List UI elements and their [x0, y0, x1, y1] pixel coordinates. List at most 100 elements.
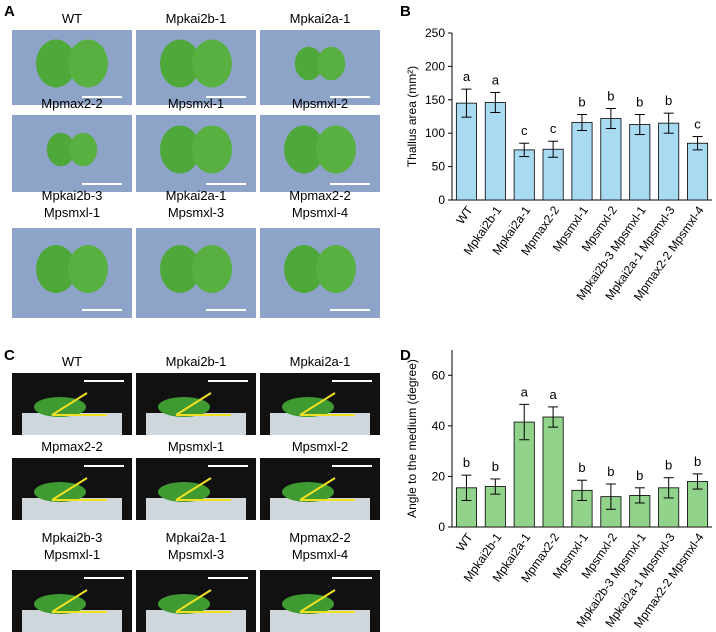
medium: [146, 498, 246, 520]
angle: [51, 392, 107, 416]
photo-caption: Mpsmxl-4: [292, 547, 348, 562]
medium: [146, 413, 246, 435]
photo-caption: Mpsmxl-3: [168, 205, 224, 220]
thallus: [316, 245, 356, 293]
y-tick-label: 50: [432, 160, 446, 174]
angle: [299, 589, 355, 613]
photo-caption: Mpkai2a-1: [166, 530, 227, 545]
photo-caption: Mpsmxl-4: [292, 205, 348, 220]
bar: [658, 122, 680, 201]
angle: [51, 589, 107, 613]
significance-letter: b: [578, 460, 585, 475]
thallus: [192, 245, 232, 293]
significance-letter: b: [636, 468, 643, 483]
photo-caption: Mpmax2-2: [289, 530, 350, 545]
thallus: [284, 245, 324, 293]
thallus: [316, 125, 356, 174]
thallus: [294, 46, 323, 81]
thallus: [160, 39, 200, 88]
photo-caption: Mpkai2b-1: [166, 354, 227, 369]
photo-caption: Mpsmxl-1: [44, 205, 100, 220]
y-tick-label: 250: [425, 26, 445, 40]
significance-letter: a: [521, 384, 529, 399]
thallus: [36, 39, 76, 88]
thallus: [192, 39, 232, 88]
bar: [542, 416, 564, 528]
bar: [484, 102, 506, 201]
significance-letter: b: [578, 94, 585, 109]
significance-letter: a: [492, 72, 500, 87]
medium: [146, 610, 246, 632]
photo-caption: Mpsmxl-3: [168, 547, 224, 562]
significance-letter: b: [607, 88, 614, 103]
bar: [571, 122, 593, 201]
panel-label: B: [400, 3, 411, 20]
significance-letter: a: [463, 69, 471, 84]
significance-letter: a: [549, 387, 557, 402]
y-tick-label: 20: [432, 469, 446, 483]
photo-caption: Mpkai2b-3: [42, 188, 103, 203]
medium: [22, 498, 122, 520]
photo-caption: Mpmax2-2: [289, 188, 350, 203]
y-tick-label: 0: [438, 520, 445, 534]
y-tick-label: 150: [425, 93, 445, 107]
significance-letter: b: [463, 455, 470, 470]
y-tick-label: 200: [425, 59, 445, 73]
x-tick-label: WT: [453, 530, 476, 554]
angle: [175, 392, 231, 416]
angle: [299, 392, 355, 416]
significance-letter: b: [694, 454, 701, 469]
photo-caption: Mpsmxl-1: [168, 439, 224, 454]
photo-caption: WT: [62, 11, 82, 26]
photo-caption: Mpsmxl-1: [168, 96, 224, 111]
significance-letter: b: [665, 458, 672, 473]
x-tick-label: WT: [453, 203, 476, 227]
significance-letter: b: [636, 94, 643, 109]
y-tick-label: 60: [432, 368, 446, 382]
bar: [687, 142, 709, 201]
y-tick-label: 0: [438, 193, 445, 207]
angle: [175, 589, 231, 613]
significance-letter: b: [665, 93, 672, 108]
angle: [51, 477, 107, 501]
thallus: [192, 125, 232, 174]
photo-caption: Mpsmxl-2: [292, 439, 348, 454]
photo-caption: Mpmax2-2: [41, 439, 102, 454]
y-tick-label: 100: [425, 126, 445, 140]
thallus: [36, 245, 76, 293]
panel-label: A: [4, 3, 15, 20]
thallus: [68, 39, 108, 88]
medium: [22, 610, 122, 632]
thallus: [160, 125, 200, 174]
thallus: [160, 245, 200, 293]
thallus: [69, 132, 98, 167]
bar: [455, 102, 477, 201]
photo-caption: Mpsmxl-2: [292, 96, 348, 111]
medium: [270, 498, 370, 520]
y-axis-label: Thallus area (mm²): [405, 66, 419, 167]
panel-label: C: [4, 347, 15, 364]
photo-caption: Mpkai2b-1: [166, 11, 227, 26]
bar: [600, 118, 622, 201]
y-axis-label: Angle to the medium (degree): [405, 359, 419, 518]
bar: [629, 124, 651, 201]
thallus: [284, 125, 324, 174]
significance-letter: c: [550, 121, 557, 136]
photo-caption: Mpkai2a-1: [166, 188, 227, 203]
photo-caption: Mpmax2-2: [41, 96, 102, 111]
photo-caption: Mpkai2b-3: [42, 530, 103, 545]
medium: [270, 610, 370, 632]
thallus: [317, 46, 346, 81]
medium: [22, 413, 122, 435]
significance-letter: c: [521, 123, 528, 138]
photo-caption: WT: [62, 354, 82, 369]
angle: [299, 477, 355, 501]
photo-caption: Mpsmxl-1: [44, 547, 100, 562]
thallus: [68, 245, 108, 293]
thallus: [46, 132, 75, 167]
panel-label: D: [400, 347, 411, 364]
photo-caption: Mpkai2a-1: [290, 11, 351, 26]
angle: [175, 477, 231, 501]
significance-letter: b: [492, 459, 499, 474]
